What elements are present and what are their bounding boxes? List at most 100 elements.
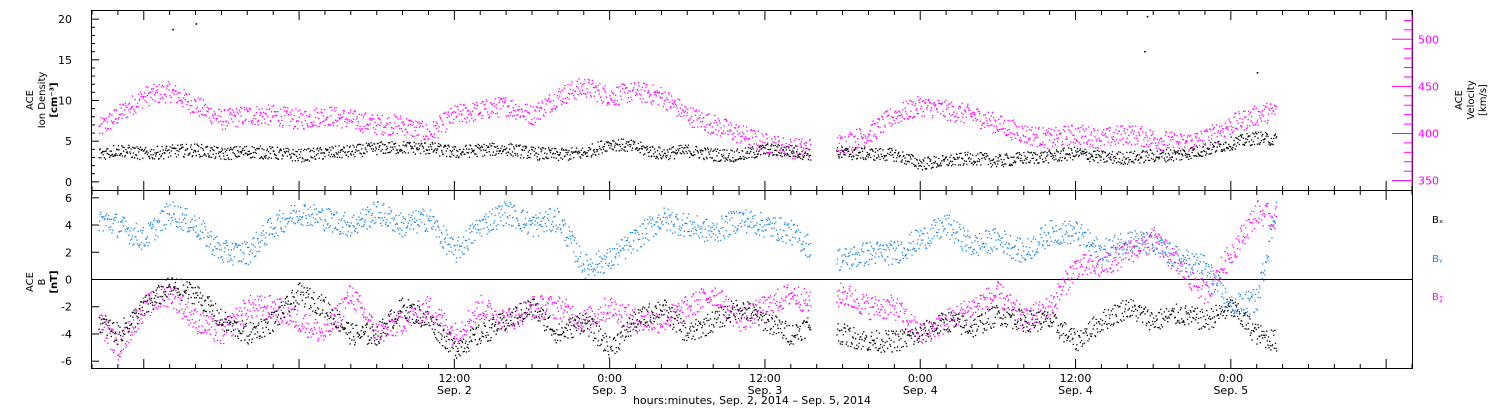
density-series-point [542, 147, 545, 149]
by-series-point [251, 252, 253, 254]
by-series-point [310, 223, 312, 225]
velocity-series-point [866, 140, 868, 142]
density-series-point [956, 153, 958, 156]
velocity-series-point [525, 110, 528, 112]
density-series-point [1174, 151, 1176, 153]
velocity-series-point [1184, 142, 1186, 144]
density-series-point [1009, 164, 1012, 167]
by-series-point [331, 217, 333, 219]
by-series-point [260, 234, 262, 237]
by-series-point [328, 227, 330, 229]
density-series-point [846, 147, 848, 150]
velocity-series-point [373, 118, 375, 120]
density-series-point [1257, 137, 1259, 139]
density-series-point [928, 165, 930, 167]
velocity-series-point [807, 148, 810, 150]
by-series-point [430, 220, 432, 222]
density-series-point [267, 158, 269, 160]
by-series-point [184, 208, 186, 210]
by-series-point [276, 214, 278, 216]
velocity-series-point [1078, 142, 1080, 144]
density-series-point [892, 154, 894, 156]
density-series-point [319, 148, 321, 150]
density-series-point [1150, 149, 1152, 151]
density-series-point [913, 163, 915, 166]
density-series-point [1255, 131, 1257, 133]
by-series-point [233, 256, 235, 258]
density-series-point [541, 149, 543, 151]
velocity-series-point [618, 103, 620, 105]
density-series-point [246, 153, 248, 155]
by-series-point [317, 221, 319, 224]
density-series-point [1209, 148, 1211, 150]
velocity-series-point [1102, 134, 1104, 137]
velocity-series-point [1228, 120, 1231, 122]
velocity-series-point [678, 114, 680, 116]
by-series-point [297, 221, 299, 224]
by-series-point [397, 227, 399, 229]
density-series-point [739, 157, 741, 160]
velocity-series-point [709, 124, 711, 127]
density-series-point [750, 148, 752, 150]
velocity-series-point [418, 121, 420, 123]
velocity-series-point [1191, 140, 1193, 142]
density-series-point [568, 149, 570, 152]
by-series-point [333, 214, 335, 216]
density-series-point [1096, 156, 1098, 159]
velocity-series-point [363, 125, 365, 128]
velocity-series-point [1243, 129, 1245, 131]
density-series-point [719, 160, 722, 162]
density-series-point [232, 151, 234, 154]
velocity-series-point [842, 149, 844, 151]
velocity-series-point [989, 120, 991, 122]
velocity-series-point [1009, 132, 1012, 134]
velocity-series-point [121, 117, 123, 120]
density-series-point [193, 150, 195, 152]
density-series-point [376, 153, 378, 156]
velocity-series-point [723, 125, 725, 127]
density-series-point [574, 151, 576, 153]
by-series-point [345, 233, 347, 235]
density-series-point [226, 149, 228, 151]
density-series-point [850, 156, 853, 158]
velocity-series-point [801, 138, 803, 140]
velocity-series-point [735, 124, 737, 126]
density-series-point [839, 152, 842, 154]
velocity-series-point [917, 95, 919, 98]
velocity-series-point [175, 102, 178, 104]
velocity-series-point [152, 88, 154, 90]
velocity-series-point [577, 93, 579, 96]
by-series-point [418, 211, 420, 213]
density-series-point [559, 152, 561, 154]
velocity-series-point [762, 135, 764, 137]
density-series-point [736, 148, 738, 150]
by-series-point [350, 235, 352, 237]
velocity-series-point [864, 135, 867, 137]
density-series-point [388, 151, 390, 154]
velocity-series-point [910, 100, 913, 102]
density-series-point [654, 151, 656, 153]
velocity-series-point [440, 118, 442, 120]
velocity-series-point [901, 114, 903, 116]
by-series-point [411, 214, 413, 217]
by-series-point [280, 228, 282, 230]
density-series-point [196, 143, 198, 145]
density-series-point [1127, 157, 1129, 159]
density-series-point [1119, 151, 1122, 154]
density-series-point [1248, 135, 1250, 137]
density-series-point [923, 160, 925, 162]
velocity-series-point [865, 137, 867, 139]
density-series-point [947, 159, 949, 161]
velocity-series-point [369, 123, 371, 125]
velocity-series-point [110, 128, 112, 130]
density-series-point [1272, 143, 1274, 146]
velocity-series-point [280, 108, 282, 110]
velocity-series-point [136, 102, 139, 104]
velocity-series-point [1145, 134, 1147, 136]
by-series-point [521, 210, 524, 212]
density-series-point [919, 164, 921, 167]
velocity-series-point [1255, 107, 1257, 109]
density-series-point [1020, 157, 1022, 159]
velocity-series-point [1149, 129, 1151, 131]
density-series-point [601, 140, 603, 142]
